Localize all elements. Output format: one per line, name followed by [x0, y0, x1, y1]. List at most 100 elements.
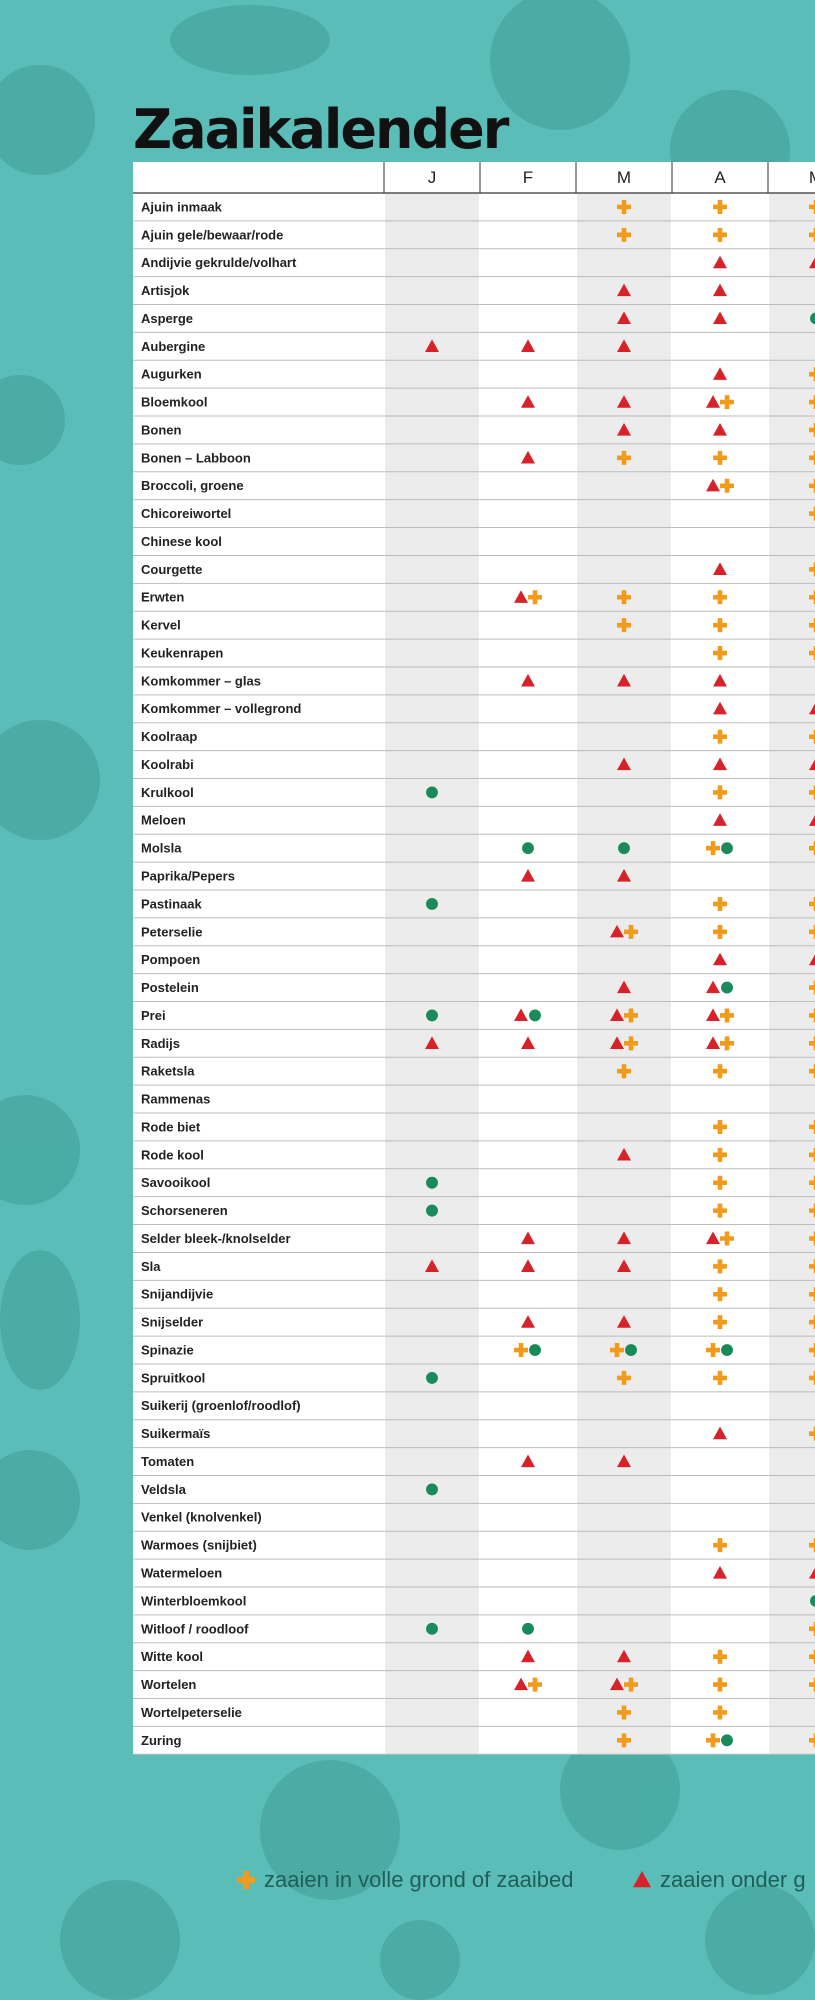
row-name: Suikerij (groenlof/roodlof): [141, 1398, 301, 1413]
triangle-symbol: [425, 1036, 439, 1049]
legend-label: zaaien onder g: [660, 1867, 806, 1892]
triangle-symbol: [521, 395, 535, 408]
row-name: Spinazie: [141, 1342, 194, 1357]
triangle-symbol: [713, 422, 727, 436]
row-name: Venkel (knolvenkel): [141, 1510, 262, 1525]
plus-symbol: [809, 1370, 815, 1385]
row-name: Winterbloemkool: [141, 1593, 246, 1608]
circle-symbol: [529, 1009, 541, 1022]
plus-symbol: [528, 1677, 542, 1692]
row-name: Ajuin gele/bewaar/rode: [141, 227, 283, 242]
row-name: Savooikool: [141, 1175, 210, 1190]
plus-symbol: [809, 980, 815, 995]
triangle-symbol: [514, 590, 528, 603]
circle-symbol: [426, 1204, 438, 1217]
plus-symbol: [617, 1370, 631, 1385]
row-name: Suikermaïs: [141, 1426, 210, 1441]
row-name: Schorseneren: [141, 1203, 228, 1218]
triangle-symbol: [521, 1315, 535, 1328]
circle-symbol: [721, 981, 733, 994]
row-name: Krulkool: [141, 785, 194, 800]
row-name: Bonen: [141, 422, 182, 437]
plus-symbol: [809, 478, 815, 493]
triangle-symbol: [617, 339, 631, 352]
row-name: Courgette: [141, 562, 202, 577]
plus-symbol: [809, 1259, 815, 1274]
plus-symbol: [713, 1203, 727, 1218]
column-header: F: [523, 168, 533, 187]
row-name: Bloemkool: [141, 395, 207, 410]
plus-symbol: [713, 1649, 727, 1664]
row-name: Rode kool: [141, 1147, 204, 1162]
triangle-symbol: [713, 562, 727, 575]
row-name: Artisjok: [141, 283, 190, 298]
row-name: Andijvie gekrulde/volhart: [141, 255, 297, 270]
circle-symbol: [618, 842, 630, 855]
triangle-symbol: [633, 1871, 651, 1888]
row-name: Koolraap: [141, 729, 197, 744]
plus-symbol: [809, 367, 815, 382]
plus-symbol: [809, 1231, 815, 1246]
plus-symbol: [809, 1621, 815, 1636]
circle-symbol: [522, 1622, 534, 1635]
circle-symbol: [426, 1483, 438, 1496]
plus-symbol: [809, 841, 815, 856]
column-header: J: [428, 168, 437, 187]
triangle-symbol: [706, 1231, 720, 1245]
plus-symbol: [617, 199, 631, 214]
triangle-symbol: [713, 255, 727, 269]
plus-symbol: [624, 1677, 638, 1692]
plus-symbol: [809, 1315, 815, 1330]
triangle-symbol: [521, 673, 535, 687]
legend: zaaien in volle grond of zaaibed zaaien o…: [237, 1867, 806, 1892]
row-name: Paprika/Pepers: [141, 868, 235, 883]
plus-symbol: [713, 896, 727, 911]
row-name: Bonen – Labboon: [141, 450, 251, 465]
plus-symbol: [809, 199, 815, 214]
plus-symbol: [720, 1036, 734, 1051]
circle-symbol: [426, 1622, 438, 1635]
circle-symbol: [426, 1371, 438, 1384]
circle-symbol: [426, 1176, 438, 1189]
plus-symbol: [706, 1733, 720, 1748]
triangle-symbol: [521, 339, 535, 352]
row-name: Prei: [141, 1008, 166, 1023]
plus-symbol: [809, 785, 815, 800]
plus-symbol: [809, 1426, 815, 1441]
row-name: Broccoli, groene: [141, 478, 244, 493]
plus-symbol: [624, 924, 638, 939]
triangle-symbol: [425, 1259, 439, 1272]
triangle-symbol: [706, 1036, 720, 1049]
plus-symbol: [617, 590, 631, 605]
plus-symbol: [713, 1259, 727, 1274]
plus-symbol: [809, 395, 815, 410]
circle-symbol: [522, 842, 534, 855]
plus-symbol: [713, 618, 727, 633]
triangle-symbol: [514, 1008, 528, 1022]
circle-symbol: [426, 786, 438, 799]
triangle-symbol: [617, 1147, 631, 1161]
triangle-symbol: [617, 311, 631, 325]
triangle-symbol: [521, 869, 535, 882]
triangle-symbol: [610, 1008, 624, 1022]
plus-symbol: [713, 1538, 727, 1553]
row-name: Erwten: [141, 590, 184, 605]
plus-symbol: [809, 1733, 815, 1748]
triangle-symbol: [713, 757, 727, 771]
plus-symbol: [809, 924, 815, 939]
triangle-symbol: [425, 339, 439, 352]
circle-symbol: [721, 1734, 733, 1747]
row-name: Tomaten: [141, 1454, 194, 1469]
row-name: Sla: [141, 1259, 161, 1274]
row-name: Watermeloen: [141, 1565, 222, 1580]
triangle-symbol: [521, 1259, 535, 1272]
plus-symbol: [720, 1231, 734, 1246]
plus-symbol: [624, 1008, 638, 1023]
plus-symbol: [237, 1871, 256, 1889]
row-name: Asperge: [141, 311, 193, 326]
plus-symbol: [809, 1147, 815, 1162]
circle-symbol: [625, 1344, 637, 1356]
row-name: Witte kool: [141, 1649, 203, 1664]
